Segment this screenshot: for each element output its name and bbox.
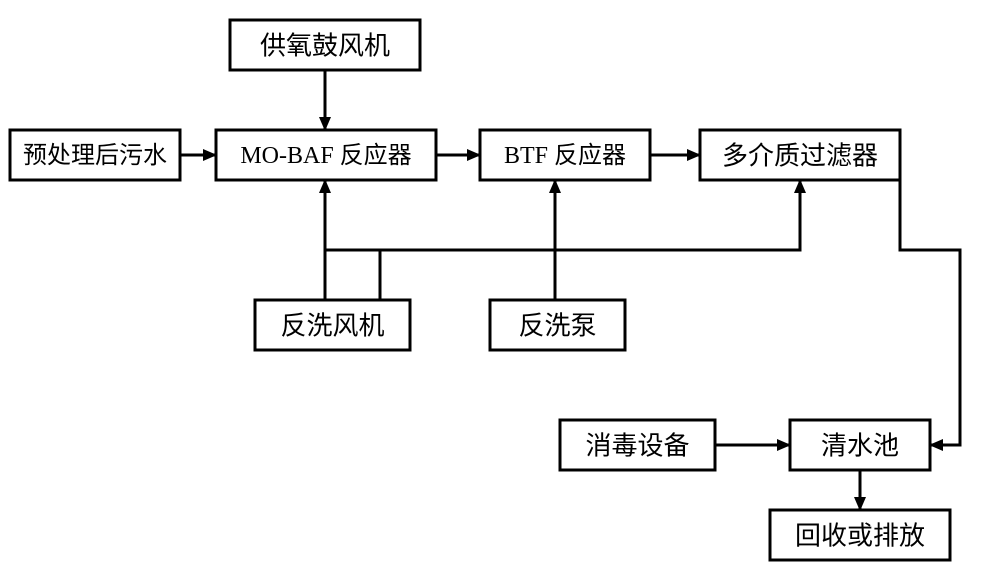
node-outlet-label: 回收或排放 bbox=[795, 522, 925, 551]
node-mobaf-label: MO-BAF 反应器 bbox=[240, 142, 411, 169]
node-influent-label: 预处理后污水 bbox=[23, 142, 167, 169]
node-disinfect-label: 消毒设备 bbox=[585, 432, 689, 461]
node-btf-label: BTF 反应器 bbox=[504, 142, 626, 169]
node-blower: 供氧鼓风机 bbox=[230, 20, 420, 70]
node-mobaf: MO-BAF 反应器 bbox=[216, 130, 436, 180]
node-bwfan: 反洗风机 bbox=[255, 300, 410, 350]
node-multimedia: 多介质过滤器 bbox=[700, 130, 900, 180]
node-influent: 预处理后污水 bbox=[10, 130, 180, 180]
edge-bwfan-to-multimedia bbox=[380, 180, 800, 300]
node-cleartank-label: 清水池 bbox=[821, 432, 899, 461]
node-cleartank: 清水池 bbox=[790, 420, 930, 470]
flowchart-diagram: 供氧鼓风机预处理后污水 MO-BAF 反应器 BTF 反应器 多介质过滤器反洗风机 反洗… bbox=[0, 0, 1000, 562]
node-multimedia-label: 多介质过滤器 bbox=[722, 142, 878, 171]
node-disinfect: 消毒设备 bbox=[560, 420, 715, 470]
nodes-layer: 供氧鼓风机预处理后污水 MO-BAF 反应器 BTF 反应器 多介质过滤器反洗风机 反洗… bbox=[10, 20, 950, 560]
node-blower-label: 供氧鼓风机 bbox=[260, 32, 390, 61]
node-bwpump: 反洗泵 bbox=[490, 300, 625, 350]
node-bwfan-label: 反洗风机 bbox=[280, 312, 384, 341]
node-outlet: 回收或排放 bbox=[770, 510, 950, 560]
edge-bwfan-to-btf bbox=[380, 180, 555, 300]
edge-bwpump-to-multimedia bbox=[555, 250, 800, 300]
node-btf: BTF 反应器 bbox=[480, 130, 650, 180]
edge-bwpump-to-mobaf bbox=[325, 250, 555, 300]
edge-multimedia-to-cleartank bbox=[900, 180, 960, 445]
node-bwpump-label: 反洗泵 bbox=[518, 312, 596, 341]
